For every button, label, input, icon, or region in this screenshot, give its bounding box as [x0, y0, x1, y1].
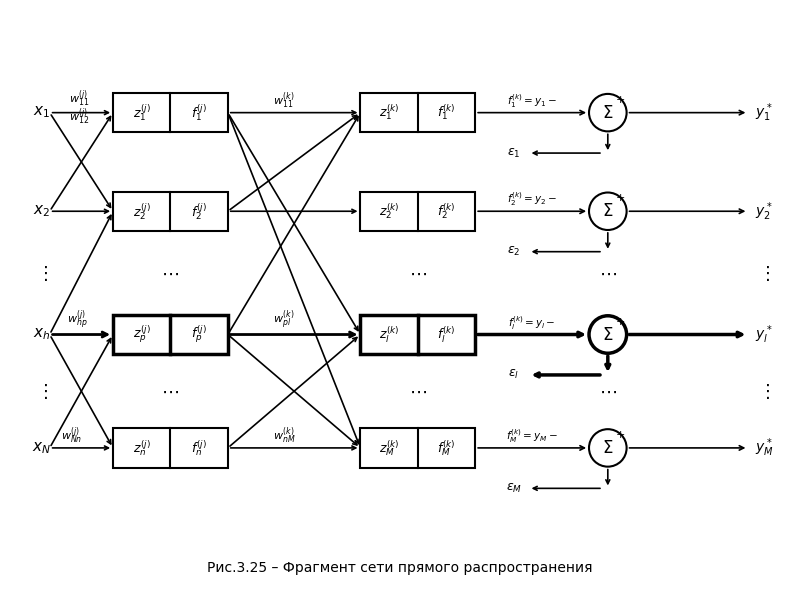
Text: $w_{pl}^{(k)}$: $w_{pl}^{(k)}$ [274, 309, 295, 332]
Text: $w_{nM}^{(k)}$: $w_{nM}^{(k)}$ [273, 425, 295, 446]
Text: +: + [616, 317, 626, 326]
Text: $y_2^*$: $y_2^*$ [755, 200, 773, 223]
Text: $y_l^*$: $y_l^*$ [755, 323, 773, 346]
Text: $w_{11}^{(k)}$: $w_{11}^{(k)}$ [274, 91, 295, 111]
Text: +: + [616, 193, 626, 203]
Text: $f_M^{(k)}=y_M-$: $f_M^{(k)}=y_M-$ [506, 427, 558, 445]
Text: $z_M^{(k)}$: $z_M^{(k)}$ [379, 438, 399, 458]
Bar [361, 428, 475, 467]
Text: $x_1$: $x_1$ [34, 105, 50, 121]
Text: $f_1^{(k)}$: $f_1^{(k)}$ [438, 103, 456, 122]
Text: $y_M^*$: $y_M^*$ [755, 437, 774, 459]
Text: $f_1^{(j)}$: $f_1^{(j)}$ [191, 102, 207, 123]
Bar [361, 191, 475, 231]
Text: $f_l^{(k)}=y_l-$: $f_l^{(k)}=y_l-$ [508, 314, 556, 332]
Text: $\vdots$: $\vdots$ [36, 264, 48, 283]
Text: $\varepsilon_l$: $\varepsilon_l$ [508, 368, 519, 382]
Text: $\cdots$: $\cdots$ [599, 383, 617, 401]
Text: $f_M^{(k)}$: $f_M^{(k)}$ [438, 438, 456, 458]
Text: $x_h$: $x_h$ [33, 326, 50, 343]
Bar [113, 93, 228, 133]
Text: +: + [616, 95, 626, 105]
Text: $f_2^{(k)}$: $f_2^{(k)}$ [438, 202, 456, 221]
Circle shape [589, 429, 626, 467]
Text: +: + [616, 430, 626, 440]
Text: $\varepsilon_M$: $\varepsilon_M$ [506, 482, 522, 495]
Text: $z_l^{(k)}$: $z_l^{(k)}$ [379, 325, 399, 344]
Bar [113, 191, 228, 231]
Text: $\varepsilon_1$: $\varepsilon_1$ [507, 146, 521, 160]
Text: $f_2^{(k)}=y_2-$: $f_2^{(k)}=y_2-$ [507, 190, 557, 208]
Text: $z_1^{(j)}$: $z_1^{(j)}$ [133, 102, 150, 123]
Text: $z_n^{(j)}$: $z_n^{(j)}$ [133, 438, 150, 458]
Text: $w_{11}^{(j)}$: $w_{11}^{(j)}$ [70, 88, 90, 109]
Text: $x_N$: $x_N$ [32, 440, 51, 456]
Bar [113, 428, 228, 467]
Text: $z_p^{(j)}$: $z_p^{(j)}$ [133, 324, 150, 345]
Text: $x_2$: $x_2$ [34, 203, 50, 219]
Text: $f_2^{(j)}$: $f_2^{(j)}$ [191, 201, 207, 222]
Text: $\vdots$: $\vdots$ [758, 264, 770, 283]
Text: $\Sigma$: $\Sigma$ [602, 439, 614, 457]
Text: $\vdots$: $\vdots$ [36, 382, 48, 401]
Bar [361, 315, 475, 354]
Bar [361, 93, 475, 133]
Text: $\cdots$: $\cdots$ [599, 265, 617, 283]
Circle shape [589, 193, 626, 230]
Text: $\cdots$: $\cdots$ [409, 383, 427, 401]
Text: $\Sigma$: $\Sigma$ [602, 326, 614, 344]
Text: $y_1^*$: $y_1^*$ [755, 101, 773, 124]
Text: $\cdots$: $\cdots$ [162, 265, 179, 283]
Text: $w_{Nn}^{(j)}$: $w_{Nn}^{(j)}$ [61, 425, 82, 446]
Text: $w_{hp}^{(j)}$: $w_{hp}^{(j)}$ [67, 309, 88, 332]
Text: $\vdots$: $\vdots$ [758, 382, 770, 401]
Text: $\varepsilon_2$: $\varepsilon_2$ [507, 245, 521, 258]
Bar [113, 315, 228, 354]
Circle shape [589, 316, 626, 353]
Text: $\cdots$: $\cdots$ [409, 265, 427, 283]
Text: $\Sigma$: $\Sigma$ [602, 104, 614, 122]
Text: $z_2^{(k)}$: $z_2^{(k)}$ [379, 202, 399, 221]
Text: $f_l^{(k)}$: $f_l^{(k)}$ [438, 325, 456, 344]
Text: $f_p^{(j)}$: $f_p^{(j)}$ [191, 324, 207, 345]
Text: $z_1^{(k)}$: $z_1^{(k)}$ [379, 103, 399, 122]
Text: $\Sigma$: $\Sigma$ [602, 202, 614, 220]
Text: $f_n^{(j)}$: $f_n^{(j)}$ [191, 438, 207, 458]
Circle shape [589, 94, 626, 131]
Text: $z_2^{(j)}$: $z_2^{(j)}$ [133, 201, 150, 222]
Text: $\cdots$: $\cdots$ [162, 383, 179, 401]
Text: Рис.3.25 – Фрагмент сети прямого распространения: Рис.3.25 – Фрагмент сети прямого распрос… [207, 561, 593, 575]
Text: $f_1^{(k)}=y_1-$: $f_1^{(k)}=y_1-$ [507, 92, 557, 110]
Text: $w_{12}^{(j)}$: $w_{12}^{(j)}$ [70, 106, 90, 127]
